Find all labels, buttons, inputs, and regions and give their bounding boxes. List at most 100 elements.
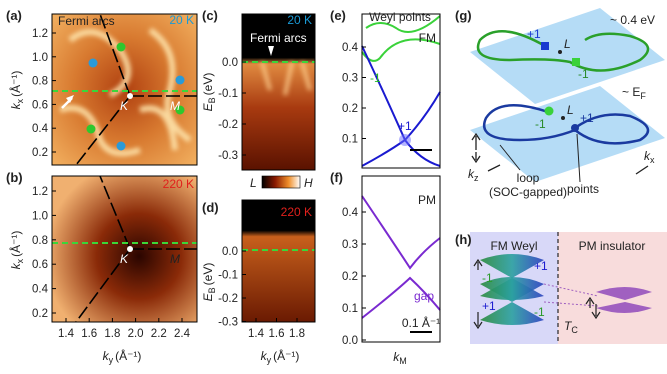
shape	[480, 254, 544, 278]
unit: (Å⁻¹)	[273, 348, 299, 363]
shape	[596, 287, 652, 300]
y-axis-label: kx(Å⁻¹)	[8, 71, 25, 110]
panel-title: Fermi arcs	[250, 31, 307, 45]
y-tick-label: -0.1	[218, 88, 238, 100]
panel-label: (d)	[202, 200, 219, 215]
y-tick-label: 0.4	[32, 284, 49, 296]
shape	[499, 144, 521, 171]
k-point-label: K	[120, 99, 129, 113]
phase-label: PM	[418, 193, 436, 207]
panel-h: (h) FM Weyl PM insulator -1 +1 +1 -1 TC	[455, 232, 667, 344]
chirality-label: -1	[535, 117, 546, 131]
shape	[241, 199, 316, 323]
chirality-label: +1	[527, 27, 541, 41]
subscript: x	[15, 98, 25, 103]
axis-label: kx	[644, 149, 655, 165]
temperature: 220 K	[281, 205, 312, 219]
shape	[365, 15, 441, 33]
shape	[471, 132, 481, 164]
y-tick-label: 0.4	[342, 207, 359, 219]
x-tick-label: 1.6	[81, 328, 97, 340]
x-tick-label: 1.8	[289, 328, 305, 340]
x-tick-label: 1.4	[248, 328, 265, 340]
chirality-label: +1	[398, 119, 412, 133]
y-tick-label: 0.2	[342, 271, 358, 283]
shape	[470, 8, 665, 104]
subscript: x	[15, 258, 25, 263]
y-tick-label: 0.8	[32, 76, 48, 88]
panel-label: (f)	[330, 170, 343, 185]
subscript: B	[207, 287, 217, 293]
shape	[635, 165, 649, 175]
y-tick-label: 0.0	[342, 335, 358, 347]
subscript: M	[399, 356, 407, 366]
shape	[242, 14, 315, 170]
y-tick-label: 1.0	[32, 52, 48, 64]
panel-label: (h)	[455, 232, 472, 247]
symbol: k	[103, 349, 110, 363]
y-tick-label: -0.1	[218, 270, 238, 282]
chirality-label: +1	[482, 299, 496, 313]
symbol: k	[644, 149, 651, 163]
shape	[127, 93, 133, 99]
y-tick-label: 0.2	[342, 103, 358, 115]
m-point-label: M	[170, 252, 180, 266]
y-tick-label: 1.2	[32, 28, 48, 40]
x-tick-label: 2.2	[151, 328, 167, 340]
y-tick-label: 0.0	[222, 57, 238, 69]
y-tick-label: 0.4	[32, 123, 49, 135]
symbol: k	[9, 102, 23, 109]
symbol: k	[393, 350, 400, 364]
y-tick-label: 0.3	[342, 73, 358, 85]
shape	[283, 61, 294, 96]
temperature: 20 K	[169, 13, 194, 27]
y-tick-label: 0.2	[32, 147, 48, 159]
colorbar-low: L	[250, 176, 257, 190]
y-axis-label: EB(eV)	[201, 73, 217, 112]
subscript: y	[267, 355, 272, 365]
x-tick-label: 2.0	[128, 328, 144, 340]
point-label: L	[564, 37, 571, 51]
y-tick-label: -0.2	[218, 293, 238, 305]
group	[59, 27, 192, 157]
shape	[88, 58, 98, 68]
scale-bar-label: 0.1 Å⁻¹	[402, 315, 440, 330]
chirality-label: +1	[580, 111, 594, 125]
shape	[116, 141, 126, 151]
symbol: k	[9, 262, 23, 269]
symbol: T	[564, 319, 573, 333]
symbol: E	[201, 292, 215, 301]
shape	[51, 175, 198, 323]
shape	[86, 124, 96, 134]
x-tick-label: 2.4	[174, 328, 191, 340]
subscript: C	[571, 325, 578, 335]
shape	[66, 95, 74, 103]
shape	[576, 133, 581, 183]
chirality-label: +1	[534, 259, 548, 273]
group	[75, 13, 197, 166]
k-point-label: K	[120, 252, 129, 266]
panel-f: (f) PM gap 0.1 Å⁻¹ kM	[330, 170, 441, 366]
group	[361, 195, 441, 319]
phase-label: FM	[419, 31, 436, 45]
shape	[75, 248, 131, 323]
shape	[487, 164, 501, 172]
x-tick-label: 1.8	[104, 328, 120, 340]
x-tick-label: 1.4	[58, 328, 75, 340]
unit: (eV)	[201, 73, 215, 96]
y-tick-label: 1.0	[32, 210, 48, 222]
loop-note: (SOC-gapped)	[489, 185, 567, 199]
y-tick-label: 0.0	[222, 246, 238, 258]
shape	[260, 61, 272, 91]
subscript: B	[207, 97, 217, 103]
y-tick-label: -0.3	[218, 317, 238, 329]
shape	[561, 116, 565, 120]
temperature: 220 K	[163, 177, 194, 191]
gap-label: gap	[414, 289, 434, 303]
unit: (Å⁻¹)	[8, 231, 23, 257]
panel-c: (c) 20 K Fermi arcs L H EB(eV)	[201, 8, 316, 190]
y-tick-label: 0.1	[342, 134, 358, 146]
energy-label: ~ EF	[622, 85, 646, 101]
shape	[544, 106, 554, 116]
